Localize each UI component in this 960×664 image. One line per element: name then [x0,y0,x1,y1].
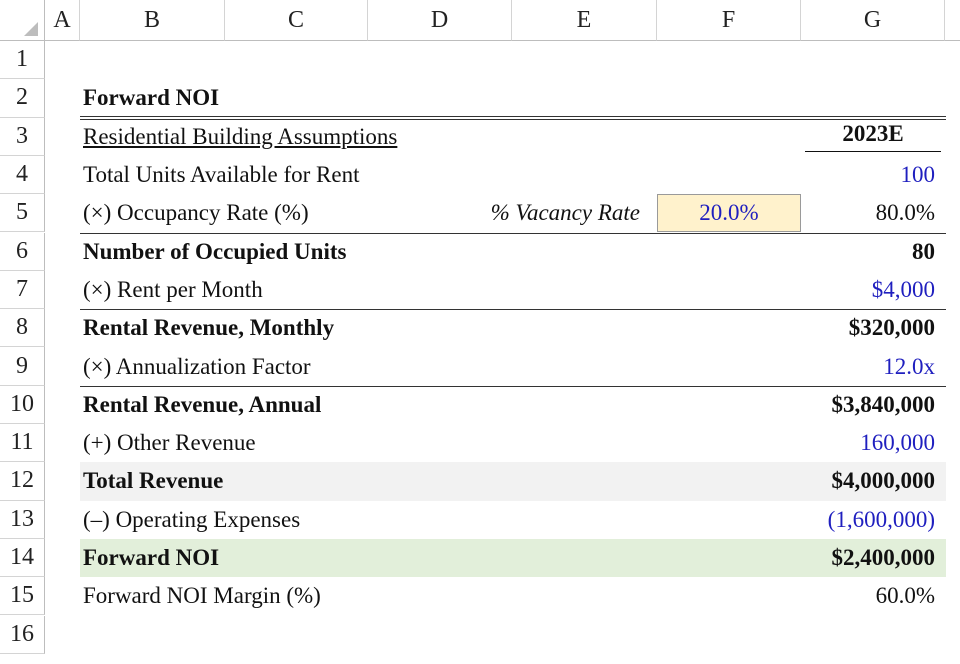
column-header[interactable]: C [225,0,368,41]
row-highlight [80,462,946,501]
corner-icon [24,22,38,36]
row-header[interactable]: 16 [0,615,45,654]
row-value[interactable]: $4,000,000 [831,468,936,494]
row-header[interactable]: 2 [0,79,45,118]
row-label: (–) Operating Expenses [83,506,301,532]
column-header[interactable]: B [80,0,225,41]
column-header[interactable]: A [45,0,80,41]
column-header [945,0,960,41]
corner-cell[interactable] [0,0,45,41]
row-header[interactable]: 3 [0,117,45,156]
row-value[interactable]: $3,840,000 [831,391,936,417]
sheet-title: Forward NOI [83,85,220,111]
section-header: Residential Building Assumptions [83,123,398,149]
row-header[interactable]: 4 [0,155,45,195]
row-header[interactable]: 9 [0,347,45,386]
row-header[interactable]: 7 [0,270,45,310]
row-header[interactable]: 13 [0,500,45,539]
row-header[interactable]: 12 [0,462,45,501]
row-value[interactable]: 100 [900,162,936,188]
row-label: Rental Revenue, Annual [83,391,322,417]
row-label: Rental Revenue, Monthly [83,315,335,341]
row-value[interactable]: 80.0% [875,200,935,226]
row-value[interactable]: 160,000 [860,430,935,456]
row-label: Forward NOI [83,545,220,571]
row-label: Total Revenue [83,468,224,494]
row-value[interactable]: $320,000 [848,315,935,341]
row-label: (×) Occupancy Rate (%) [83,200,309,226]
row-value[interactable]: 12.0x [883,353,935,379]
column-header[interactable]: F [657,0,801,41]
vacancy-label: % Vacancy Rate [490,200,640,226]
row-label: (+) Other Revenue [83,430,256,456]
row-header[interactable]: 1 [0,41,45,80]
row-header[interactable]: 11 [0,424,45,463]
row-header[interactable]: 14 [0,538,45,578]
row-header[interactable]: 5 [0,194,45,233]
row-header[interactable]: 6 [0,232,45,271]
row-label: Forward NOI Margin (%) [83,583,321,609]
row-value[interactable]: 60.0% [875,583,935,609]
row-rule [80,309,946,311]
row-header[interactable]: 15 [0,577,45,616]
column-header[interactable]: E [512,0,657,41]
row-value[interactable]: 80 [912,238,935,264]
row-header[interactable]: 8 [0,309,45,348]
row-highlight [80,538,946,578]
row-header[interactable]: 10 [0,385,45,424]
row-label: Number of Occupied Units [83,238,347,264]
vacancy-input[interactable]: 20.0% [657,194,801,233]
row-rule [80,385,946,387]
row-value[interactable]: $2,400,000 [831,545,936,571]
row-label: (×) Annualization Factor [83,353,311,379]
row-label: (×) Rent per Month [83,276,263,302]
row-value[interactable]: $4,000 [871,276,935,302]
row-rule [80,232,946,234]
row-label: Total Units Available for Rent [83,162,360,188]
double-rule [80,115,946,120]
column-header[interactable]: G [801,0,945,41]
column-header[interactable]: D [368,0,512,41]
row-value[interactable]: (1,600,000) [827,506,935,532]
year-header: 2023E [805,118,941,152]
